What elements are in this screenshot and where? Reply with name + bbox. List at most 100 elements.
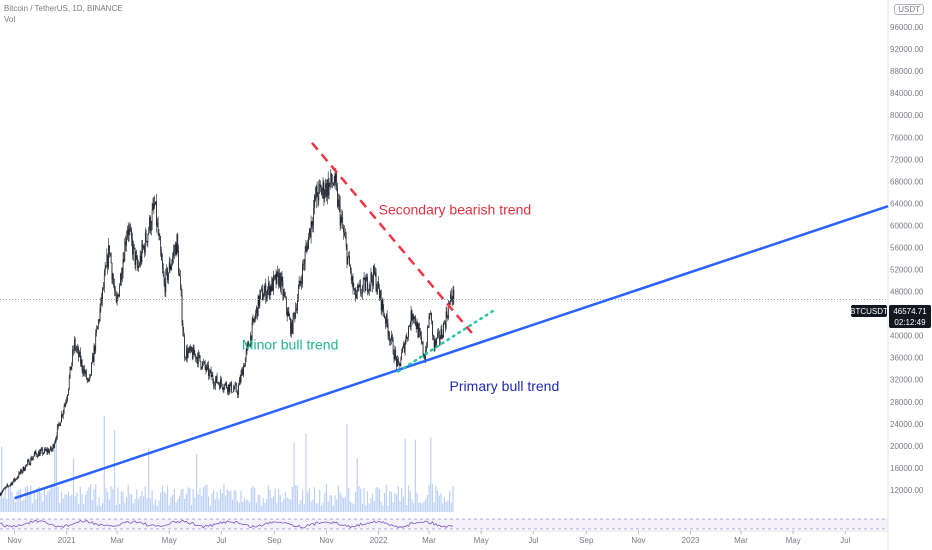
- volume-bar: [283, 499, 285, 512]
- candle-body: [297, 299, 298, 311]
- candle-body: [142, 244, 144, 249]
- volume-bar: [161, 485, 163, 512]
- candle-body: [211, 374, 213, 377]
- candle-body: [100, 297, 102, 309]
- x-tick-label: 2021: [58, 536, 76, 545]
- candle-body: [237, 391, 238, 395]
- volume-bar: [361, 503, 363, 512]
- candle-body: [261, 288, 262, 290]
- volume-bar: [438, 495, 440, 512]
- trend-line-dashed[interactable]: [310, 141, 473, 334]
- volume-bar: [47, 490, 49, 512]
- candle-body: [447, 316, 449, 318]
- volume-bar: [402, 496, 405, 512]
- candle-body: [98, 320, 100, 321]
- candle-body: [315, 186, 317, 200]
- y-tick-label: 72000.00: [890, 155, 924, 164]
- candle-body: [396, 356, 397, 367]
- candle-body: [272, 278, 273, 291]
- candle-body: [191, 346, 192, 352]
- volume-bar: [240, 491, 242, 512]
- volume-bar: [373, 500, 375, 512]
- candle-body: [186, 348, 188, 358]
- candle-body: [337, 187, 338, 207]
- volume-bar: [243, 497, 246, 512]
- volume-bar: [33, 491, 35, 512]
- candle-body: [75, 348, 77, 350]
- volume-bar: [163, 491, 165, 512]
- volume-bar: [423, 501, 425, 512]
- candle-body: [314, 195, 315, 209]
- volume-bar: [45, 494, 47, 512]
- candle-body: [279, 273, 281, 290]
- candle-body: [55, 439, 56, 443]
- volume-bar: [245, 500, 247, 512]
- oscillator-series: [0, 519, 454, 529]
- candle-body: [378, 281, 379, 289]
- candle-body: [117, 294, 119, 298]
- volume-bar: [202, 487, 205, 512]
- candle-body: [23, 466, 25, 471]
- volume-bar: [199, 488, 201, 512]
- trend-line-dotted[interactable]: [397, 309, 495, 373]
- candle-body: [114, 285, 115, 291]
- candle-body: [366, 276, 368, 281]
- candle-body: [92, 356, 94, 362]
- volume-bar: [303, 504, 305, 512]
- volume-bar: [207, 496, 210, 512]
- candle-body: [29, 463, 31, 465]
- candle-body: [62, 411, 64, 416]
- candle-body: [370, 273, 372, 286]
- volume-bar: [339, 492, 341, 512]
- candle-body: [197, 357, 198, 364]
- candle-body: [168, 262, 170, 273]
- candle-body: [361, 293, 362, 294]
- volume-bar: [40, 493, 42, 512]
- volume-bar: [331, 495, 333, 512]
- y-tick-label: 24000.00: [890, 420, 924, 429]
- x-tick-label: May: [786, 536, 801, 545]
- candle-body: [385, 317, 386, 324]
- volume-bar: [79, 487, 81, 512]
- volume-bar: [93, 489, 95, 512]
- candle-body: [94, 346, 96, 351]
- candle-body: [347, 256, 349, 264]
- candle-body: [253, 318, 255, 321]
- candle-body: [355, 288, 356, 299]
- volume-bar: [144, 486, 146, 512]
- volume-bar: [187, 487, 189, 512]
- currency-badge[interactable]: USDT: [894, 4, 924, 15]
- volume-bar: [66, 494, 68, 512]
- volume-bar: [226, 489, 228, 512]
- candle-body: [249, 345, 250, 347]
- candle-body: [275, 274, 277, 284]
- candle-body: [171, 262, 173, 267]
- candle-body: [218, 382, 220, 384]
- volume-bar: [266, 498, 268, 512]
- candle-body: [38, 451, 40, 456]
- candle-body: [371, 273, 373, 280]
- x-tick-label: Sep: [579, 536, 594, 545]
- trend-line-solid[interactable]: [14, 204, 889, 500]
- candle-body: [179, 276, 181, 285]
- volume-bar: [225, 495, 227, 512]
- candle-body: [147, 234, 149, 243]
- candle-body: [141, 244, 143, 262]
- volume-bar: [190, 505, 193, 512]
- candle-body: [233, 388, 235, 390]
- price-tag-price-box: [889, 305, 931, 328]
- candle-body: [251, 322, 253, 341]
- candle-body: [232, 388, 234, 392]
- volume-bar: [219, 489, 222, 512]
- volume-bar: [67, 491, 69, 512]
- candle-body: [363, 277, 365, 279]
- volume-bar: [142, 496, 145, 512]
- volume-bar: [206, 484, 208, 512]
- candle-body: [155, 201, 156, 205]
- volume-bar: [14, 502, 16, 512]
- candle-body: [262, 288, 263, 300]
- volume-bar: [320, 505, 322, 512]
- candle-body: [317, 196, 319, 201]
- candle-body: [284, 292, 285, 297]
